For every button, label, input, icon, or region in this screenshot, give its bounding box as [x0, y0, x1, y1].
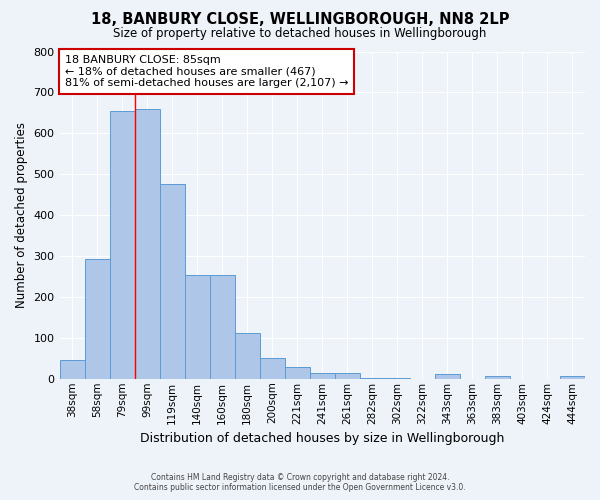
- Bar: [235, 332, 260, 379]
- Y-axis label: Number of detached properties: Number of detached properties: [15, 122, 28, 308]
- Bar: [435, 374, 460, 379]
- Bar: [134, 109, 160, 379]
- Bar: [285, 368, 310, 379]
- Text: 18, BANBURY CLOSE, WELLINGBOROUGH, NN8 2LP: 18, BANBURY CLOSE, WELLINGBOROUGH, NN8 2…: [91, 12, 509, 28]
- Bar: [160, 184, 185, 379]
- Bar: [110, 111, 134, 379]
- Bar: [310, 372, 335, 379]
- Bar: [185, 276, 209, 379]
- Bar: [385, 378, 410, 379]
- Bar: [59, 360, 85, 379]
- Text: Contains HM Land Registry data © Crown copyright and database right 2024.
Contai: Contains HM Land Registry data © Crown c…: [134, 473, 466, 492]
- Bar: [260, 358, 285, 379]
- Bar: [209, 276, 235, 379]
- Bar: [85, 259, 110, 379]
- X-axis label: Distribution of detached houses by size in Wellingborough: Distribution of detached houses by size …: [140, 432, 505, 445]
- Text: 18 BANBURY CLOSE: 85sqm
← 18% of detached houses are smaller (467)
81% of semi-d: 18 BANBURY CLOSE: 85sqm ← 18% of detache…: [65, 55, 348, 88]
- Bar: [335, 372, 360, 379]
- Bar: [560, 376, 585, 379]
- Bar: [485, 376, 510, 379]
- Bar: [360, 378, 385, 379]
- Text: Size of property relative to detached houses in Wellingborough: Size of property relative to detached ho…: [113, 28, 487, 40]
